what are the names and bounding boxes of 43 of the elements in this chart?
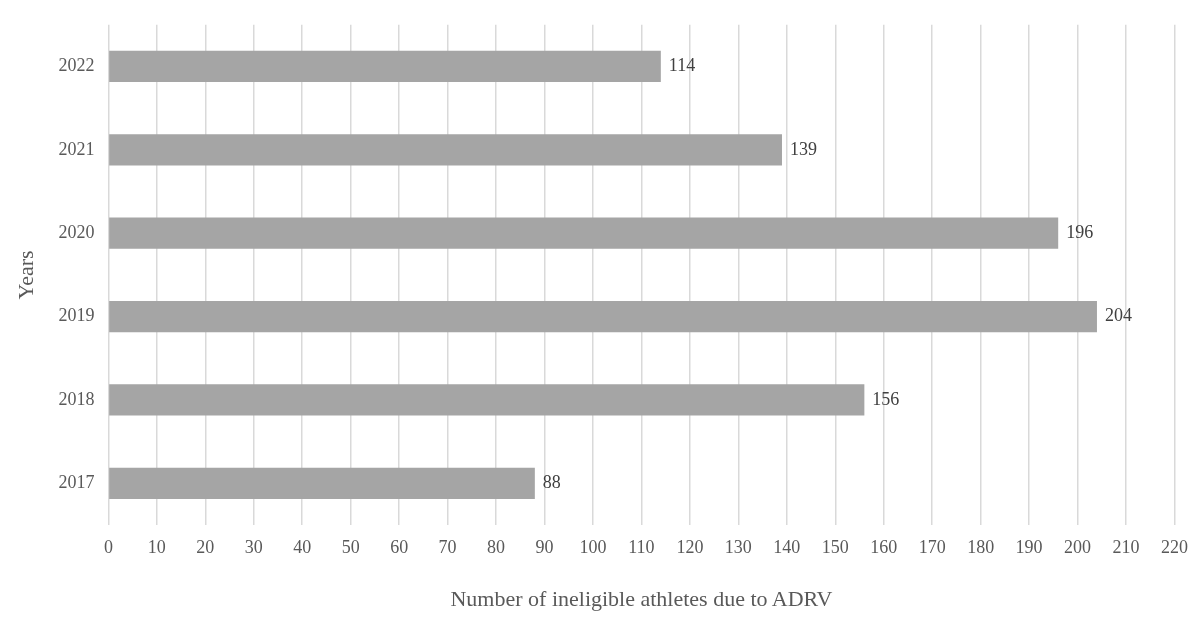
y-tick-label: 2017: [58, 472, 95, 493]
data-label: 156: [872, 388, 900, 409]
x-tick-label: 0: [103, 536, 113, 557]
y-tick-label: 2020: [58, 221, 95, 242]
data-label: 139: [789, 138, 817, 159]
x-tick-label: 30: [244, 536, 263, 557]
x-tick-label: 140: [773, 536, 801, 557]
data-label: 88: [542, 472, 561, 493]
data-label: 196: [1066, 221, 1094, 242]
bar: [109, 467, 535, 499]
bar: [109, 384, 865, 416]
x-axis-title: Number of ineligible athletes due to ADRV: [450, 585, 833, 611]
x-tick-label: 220: [1161, 536, 1188, 557]
x-tick-label: 10: [147, 536, 166, 557]
x-tick-label: 20: [196, 536, 215, 557]
x-tick-label: 180: [967, 536, 995, 557]
bar: [109, 50, 661, 83]
x-tick-label: 130: [724, 536, 752, 557]
bar: [109, 300, 1097, 333]
y-tick-label: 2018: [58, 388, 95, 409]
x-tick-label: 40: [293, 536, 312, 557]
y-tick-label: 2022: [58, 55, 95, 76]
y-tick-label: 2021: [58, 138, 95, 159]
data-label: 204: [1104, 305, 1132, 326]
y-tick-label: 2019: [58, 305, 95, 326]
y-axis-title: Years: [12, 250, 38, 300]
x-tick-label: 60: [390, 536, 409, 557]
x-tick-label: 160: [870, 536, 898, 557]
x-tick-label: 120: [676, 536, 704, 557]
bar: [109, 217, 1059, 249]
x-tick-label: 90: [535, 536, 554, 557]
x-tick-label: 100: [579, 536, 607, 557]
x-tick-label: 200: [1064, 536, 1092, 557]
x-tick-label: 150: [821, 536, 849, 557]
x-tick-label: 110: [628, 536, 655, 557]
x-tick-label: 80: [487, 536, 506, 557]
x-tick-label: 70: [438, 536, 457, 557]
x-tick-label: 190: [1015, 536, 1043, 557]
x-tick-label: 210: [1112, 536, 1140, 557]
data-label: 114: [668, 55, 696, 76]
x-tick-label: 170: [918, 536, 946, 557]
x-tick-label: 50: [341, 536, 360, 557]
bar: [109, 134, 782, 166]
